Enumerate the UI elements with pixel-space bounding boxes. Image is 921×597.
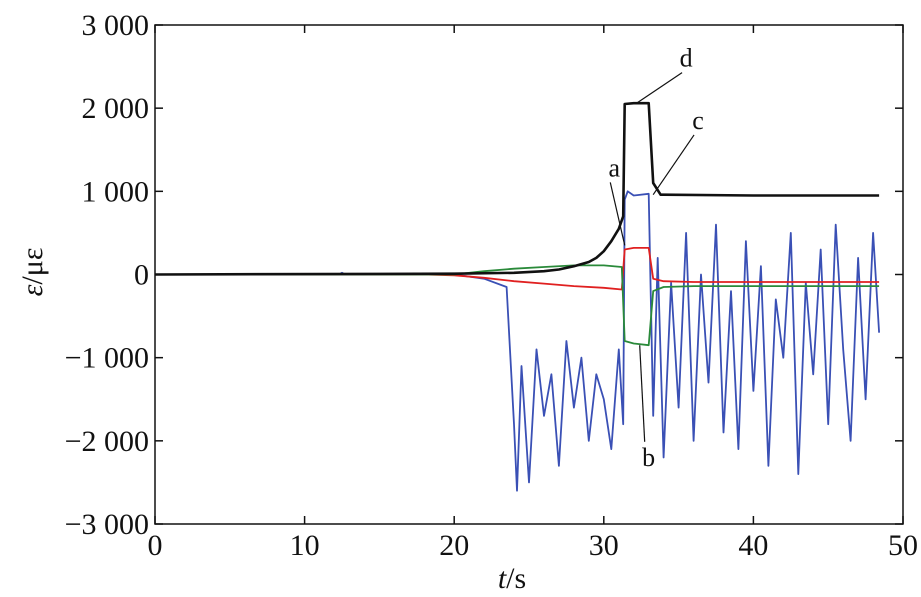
series-annotations: a b c d [608,44,703,472]
x-tick-label: 50 [888,529,918,562]
leader-line-b [639,345,646,442]
series-label-a: a [608,153,620,182]
x-axis-label: t/s [498,562,526,595]
series-label-b: b [642,443,655,472]
y-tick-label: 2 000 [82,92,150,125]
x-tick-label: 30 [589,529,619,562]
leader-layer [609,72,695,442]
series-d-line [154,101,880,276]
y-axis-ticks: 3 000 2 000 1 000 0 −1 000 −2 000 −3 000 [65,9,903,541]
y-tick-label: 3 000 [82,9,150,42]
leader-line-c [652,134,695,195]
x-axis-ticks: 0 10 20 30 40 50 [148,25,918,562]
series-layer [154,101,880,492]
series-a-line [155,246,880,291]
series-label-c: c [692,106,704,135]
y-axis-label: ε/με [16,248,49,297]
leader-line-d [636,72,683,104]
x-tick-label: 10 [290,529,320,562]
y-tick-label: −2 000 [65,425,149,458]
series-label-d: d [680,44,693,73]
y-tick-label: 1 000 [82,175,150,208]
series-c-line [155,190,880,492]
x-tick-label: 40 [738,529,768,562]
leader-line-a [609,182,626,246]
y-tick-label: 0 [134,259,149,292]
y-tick-label: −1 000 [65,342,149,375]
y-tick-label: −3 000 [65,508,149,541]
series-b-line [155,264,880,347]
x-tick-label: 20 [439,529,469,562]
x-tick-label: 0 [148,529,163,562]
